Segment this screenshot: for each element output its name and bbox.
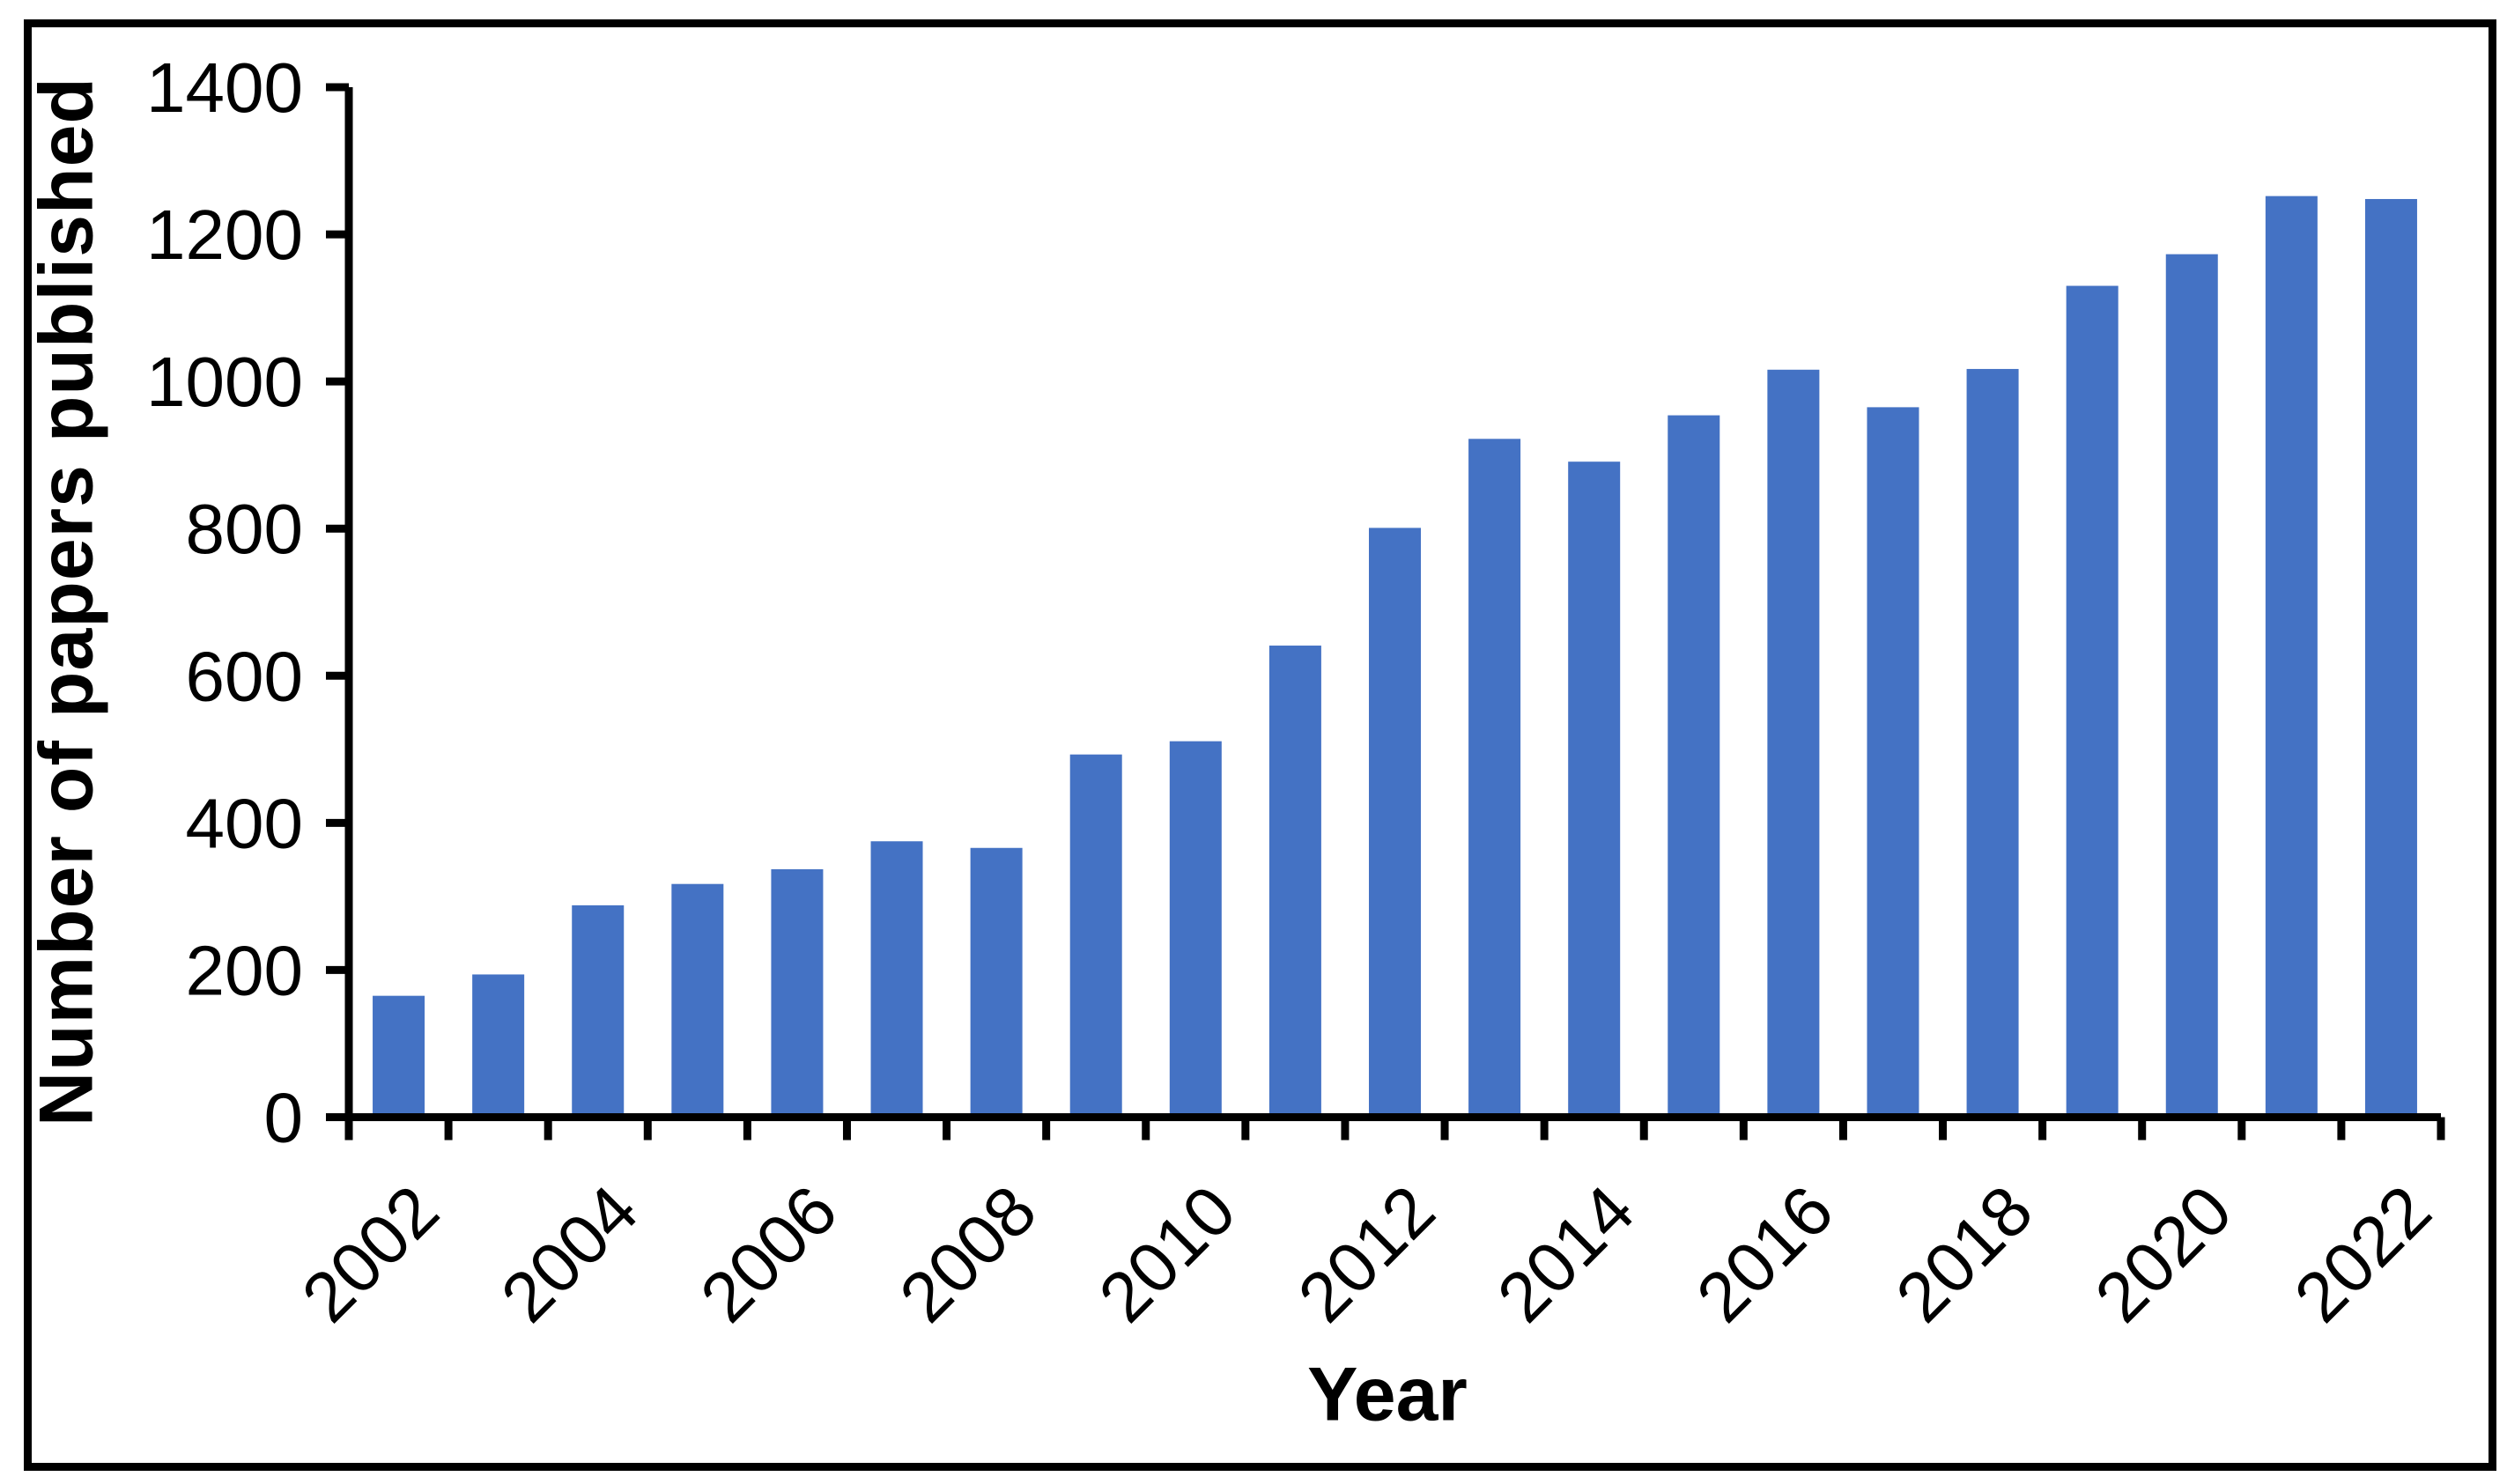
x-axis-title: Year [1307, 1352, 1468, 1437]
bar-2005 [671, 883, 724, 1118]
y-axis-title: Number of papers published [24, 77, 109, 1126]
bar-2008 [970, 847, 1023, 1118]
x-tick-label: 2010 [1084, 1170, 1251, 1337]
bar-2004 [572, 904, 625, 1118]
y-tick-label: 400 [186, 784, 303, 862]
x-tick-label: 2020 [2081, 1170, 2247, 1337]
bar-2016 [1767, 369, 1820, 1118]
bar-2021 [2265, 196, 2318, 1118]
bar-2010 [1169, 741, 1222, 1118]
x-tick-label: 2006 [685, 1170, 852, 1337]
y-tick-label: 1200 [146, 196, 303, 274]
x-tick-label: 2014 [1483, 1170, 1649, 1337]
bar-2011 [1268, 646, 1321, 1118]
chart-frame [24, 19, 2496, 1471]
y-tick-label: 1000 [146, 343, 303, 421]
bar-2018 [1966, 368, 2019, 1118]
bar-2014 [1568, 461, 1621, 1118]
bar-2012 [1369, 528, 1421, 1118]
x-tick-label: 2004 [486, 1170, 653, 1337]
bar-2019 [2066, 285, 2119, 1118]
x-tick-label: 2008 [884, 1170, 1051, 1337]
bar-2002 [373, 995, 425, 1118]
y-tick-label: 200 [186, 931, 303, 1009]
bar-2013 [1468, 439, 1521, 1118]
y-tick-label: 800 [186, 490, 303, 568]
x-tick-label: 2018 [1881, 1170, 2047, 1337]
bar-2017 [1867, 407, 1919, 1118]
x-tick-label: 2012 [1283, 1170, 1450, 1337]
x-tick-label: 2016 [1682, 1170, 1848, 1337]
bar-2009 [1069, 754, 1122, 1118]
x-tick-label: 2022 [2280, 1170, 2446, 1337]
bar-2007 [870, 841, 923, 1118]
y-tick-label: 0 [264, 1079, 304, 1157]
y-tick-label: 1400 [146, 48, 303, 127]
y-tick-label: 600 [186, 637, 303, 715]
bar-2003 [472, 974, 525, 1118]
bar-2020 [2165, 254, 2218, 1118]
bar-2022 [2364, 198, 2417, 1118]
x-tick-label: 2002 [287, 1170, 454, 1337]
bar-2015 [1668, 415, 1720, 1118]
bar-2006 [771, 868, 824, 1118]
